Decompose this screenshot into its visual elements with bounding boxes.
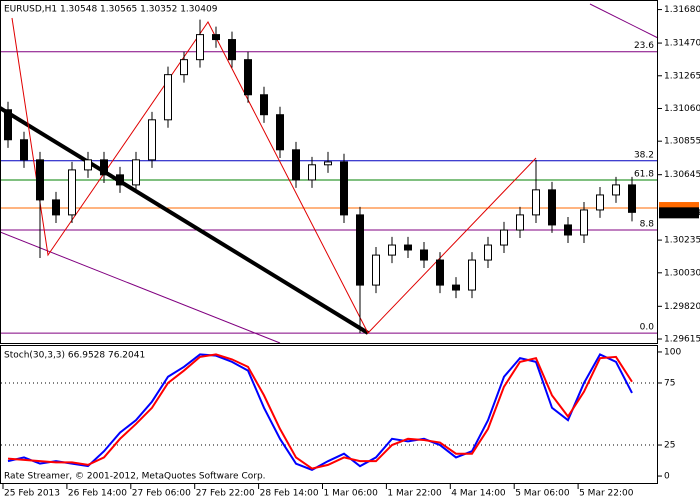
x-tick-label: 4 Mar 14:00	[451, 489, 506, 499]
trend-line	[0, 106, 370, 335]
candle-body	[276, 114, 284, 151]
fib-level-label: 8.8	[640, 220, 655, 230]
y-tick-label: 1.30645	[664, 170, 700, 180]
candle-body	[388, 244, 396, 256]
y-tick-label: 1.31060	[664, 104, 700, 114]
candle-body	[436, 259, 444, 286]
candle-body	[564, 224, 572, 236]
fib-level-label: 61.8	[634, 169, 654, 179]
candle-body	[20, 139, 28, 161]
x-tick-label: 27 Feb 06:00	[132, 489, 191, 499]
candle-body	[452, 284, 460, 291]
channel-line	[589, 3, 659, 39]
candle-body	[532, 189, 540, 216]
candle-body	[52, 199, 60, 216]
candle-body	[628, 184, 636, 213]
last-price-label: 1.30409	[664, 208, 700, 218]
candle-body	[132, 159, 140, 186]
bid-label-box	[659, 202, 699, 213]
x-tick-label: 5 Mar 06:00	[515, 489, 570, 499]
x-tick-label: 27 Feb 22:00	[196, 489, 255, 499]
candle-body	[36, 159, 44, 201]
candle-body	[292, 149, 300, 181]
y-tick-label: 100	[664, 347, 681, 357]
fib-level-label: 23.6	[634, 41, 654, 51]
y-tick-label: 75	[664, 378, 675, 388]
stoch-line	[7, 353, 633, 470]
stoch-frame	[0, 345, 658, 484]
candle-body	[196, 34, 204, 61]
candle-body	[420, 249, 428, 261]
candle-body	[212, 34, 220, 41]
candle-body	[548, 189, 556, 226]
candle-body	[372, 254, 380, 286]
fib-level-label: 38.2	[634, 150, 654, 160]
candle-body	[596, 194, 604, 211]
x-tick-label: 26 Feb 14:00	[68, 489, 127, 499]
main-frame	[0, 0, 658, 344]
candle-body	[148, 119, 156, 161]
y-tick-label: 1.29615	[664, 335, 700, 345]
candle-body	[340, 161, 348, 216]
y-tick-label: 0	[664, 472, 670, 482]
chart-title: EURUSD,H1 1.30548 1.30565 1.30352 1.3040…	[4, 5, 218, 15]
x-tick-label: 1 Mar 22:00	[387, 489, 442, 499]
candle-body	[244, 59, 252, 96]
last-price-box	[659, 207, 699, 219]
candle-body	[116, 174, 124, 186]
candle-body	[356, 214, 364, 286]
candle-body	[612, 184, 620, 196]
footer: Rate Streamer, © 2001-2012, MetaQuotes S…	[4, 472, 266, 482]
y-tick-label: 1.31265	[664, 71, 700, 81]
candle-body	[100, 159, 108, 176]
y-tick-label: 1.31680	[664, 5, 700, 15]
y-tick-label: 1.30855	[664, 137, 700, 147]
candle-body	[484, 244, 492, 261]
y-tick-label: 1.31470	[664, 39, 700, 49]
x-tick-label: 25 Feb 2013	[4, 489, 60, 499]
channel-line	[0, 231, 281, 344]
y-tick-label: 1.30030	[664, 268, 700, 278]
candle-body	[84, 159, 92, 171]
candle-body	[468, 259, 476, 291]
y-tick-label: 1.29820	[664, 302, 700, 312]
candle-body	[404, 244, 412, 251]
y-tick-label: 1.30235	[664, 236, 700, 246]
candle-body	[580, 209, 588, 236]
candle-body	[228, 39, 236, 61]
candle-body	[164, 74, 172, 121]
candle-body	[516, 214, 524, 231]
candle-body	[4, 109, 12, 141]
x-tick-label: 28 Feb 14:00	[260, 489, 319, 499]
candle-body	[324, 161, 332, 166]
candle-body	[180, 59, 188, 76]
indicator-title: Stoch(30,3,3) 66.9528 76.2041	[4, 351, 145, 361]
x-tick-label: 1 Mar 06:00	[324, 489, 379, 499]
candle-body	[500, 229, 508, 246]
candle-body	[68, 169, 76, 216]
y-tick-label: 25	[664, 441, 675, 451]
candle-body	[260, 94, 268, 116]
x-tick-label: 5 Mar 22:00	[579, 489, 634, 499]
fib-level-label: 0.0	[640, 323, 655, 333]
candle-body	[308, 164, 316, 181]
